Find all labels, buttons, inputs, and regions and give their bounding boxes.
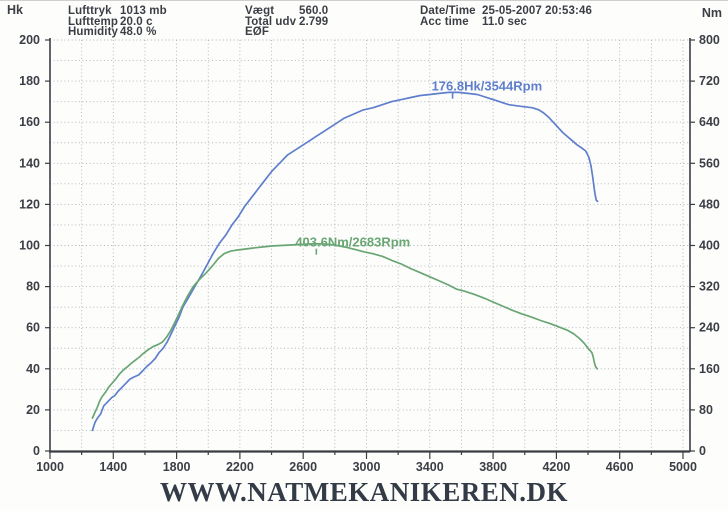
y-left-tick-label: 180: [19, 74, 40, 88]
y-left-tick-label: 160: [19, 115, 40, 129]
power-curve: [91, 91, 599, 432]
y-left-tick-label: 60: [26, 321, 40, 335]
field-value: 1013 mb: [120, 5, 167, 17]
field-label: Date/Time: [420, 5, 476, 17]
y-left-tick-label: 80: [26, 280, 40, 294]
y-right-tick-label: 160: [699, 362, 720, 376]
y-right-tick-label: 560: [699, 156, 720, 170]
y-left-tick-label: 140: [19, 156, 40, 170]
header-row-vaegt: Vægt 560.0: [245, 6, 328, 17]
header-vehicle-block: Vægt 560.0 Total udv 2.799 EØF: [245, 6, 328, 38]
y-right-tick-label: 480: [699, 197, 720, 211]
field-value: 25-05-2007 20:53:46: [482, 5, 592, 17]
x-tick-label: 3800: [479, 460, 507, 474]
torque-curve: [91, 242, 599, 419]
field-label: Acc time: [420, 15, 469, 28]
y-right-tick-label: 720: [699, 74, 720, 88]
field-label: Total udv: [245, 15, 297, 28]
top-scan-line: [0, 0, 728, 1]
header-env-block: Lufttryk 1013 mb Lufttemp 20.0 c Humidit…: [68, 6, 167, 38]
header-row-lufttryk: Lufttryk 1013 mb: [68, 6, 167, 17]
field-value: 2.799: [299, 15, 329, 28]
tick-marks: [45, 39, 695, 459]
y-left-tick-label: 120: [19, 197, 40, 211]
y-left-tick-label: 0: [33, 444, 40, 458]
field-label: Lufttemp: [68, 15, 118, 28]
header-row-lufttemp: Lufttemp 20.0 c: [68, 15, 167, 28]
grid: [50, 39, 690, 451]
left-axis-title: Hk: [7, 3, 23, 17]
x-tick-label: 2200: [226, 460, 254, 474]
header-row-totaludv: Total udv 2.799: [245, 15, 329, 28]
field-value: 48.0 %: [120, 26, 157, 38]
header-row-eof: EØF: [245, 27, 328, 38]
y-right-tick-label: 320: [699, 280, 720, 294]
header-row-datetime: Date/Time 25-05-2007 20:53:46: [420, 6, 592, 17]
field-label: Humidity: [68, 26, 118, 38]
y-left-tick-label: 200: [19, 33, 40, 47]
y-right-tick-label: 80: [699, 403, 713, 417]
torque-peak-annotation: 403.6Nm/2683Rpm: [295, 235, 410, 250]
field-label: Lufttryk: [68, 5, 112, 17]
y-left-tick-label: 20: [26, 403, 40, 417]
field-label: Vægt: [245, 5, 275, 17]
y-right-tick-label: 400: [699, 239, 720, 253]
x-tick-label: 1000: [36, 460, 64, 474]
dyno-chart-svg: 1000 1400 1800 2200 2600 3000 3400 3800 4200 4600…: [19, 33, 720, 474]
x-tick-label: 5000: [669, 460, 697, 474]
website-banner: WWW.NATMEKANIKEREN.DK: [159, 477, 569, 507]
right-axis-title: Nm: [701, 6, 722, 20]
header-row-humidity: Humidity 48.0 %: [68, 27, 167, 38]
header-time-block: Date/Time 25-05-2007 20:53:46 Acc time 1…: [420, 6, 592, 27]
y-right-tick-label: 240: [699, 321, 720, 335]
y-left-tick-label: 40: [26, 362, 40, 376]
field-value: 11.0 sec: [482, 15, 527, 28]
tick-labels: 1000 1400 1800 2200 2600 3000 3400 3800 4200 4600…: [19, 33, 720, 474]
x-tick-label: 3000: [353, 460, 381, 474]
y-right-tick-label: 640: [699, 115, 720, 129]
power-peak-annotation: 176.8Hk/3544Rpm: [432, 79, 543, 94]
x-tick-label: 1800: [163, 460, 191, 474]
x-tick-label: 4600: [606, 460, 634, 474]
header-row-acctime: Acc time 11.0 sec: [420, 15, 592, 28]
x-tick-label: 2600: [289, 460, 317, 474]
x-tick-label: 3400: [416, 460, 444, 474]
y-right-tick-label: 0: [699, 444, 706, 458]
x-tick-label: 4200: [542, 460, 570, 474]
y-right-tick-label: 800: [699, 33, 720, 47]
field-value: 20.0 c: [120, 15, 153, 28]
field-value: 560.0: [299, 5, 329, 17]
x-tick-label: 1400: [99, 460, 127, 474]
y-left-tick-label: 100: [19, 239, 40, 253]
field-label: EØF: [245, 26, 269, 38]
